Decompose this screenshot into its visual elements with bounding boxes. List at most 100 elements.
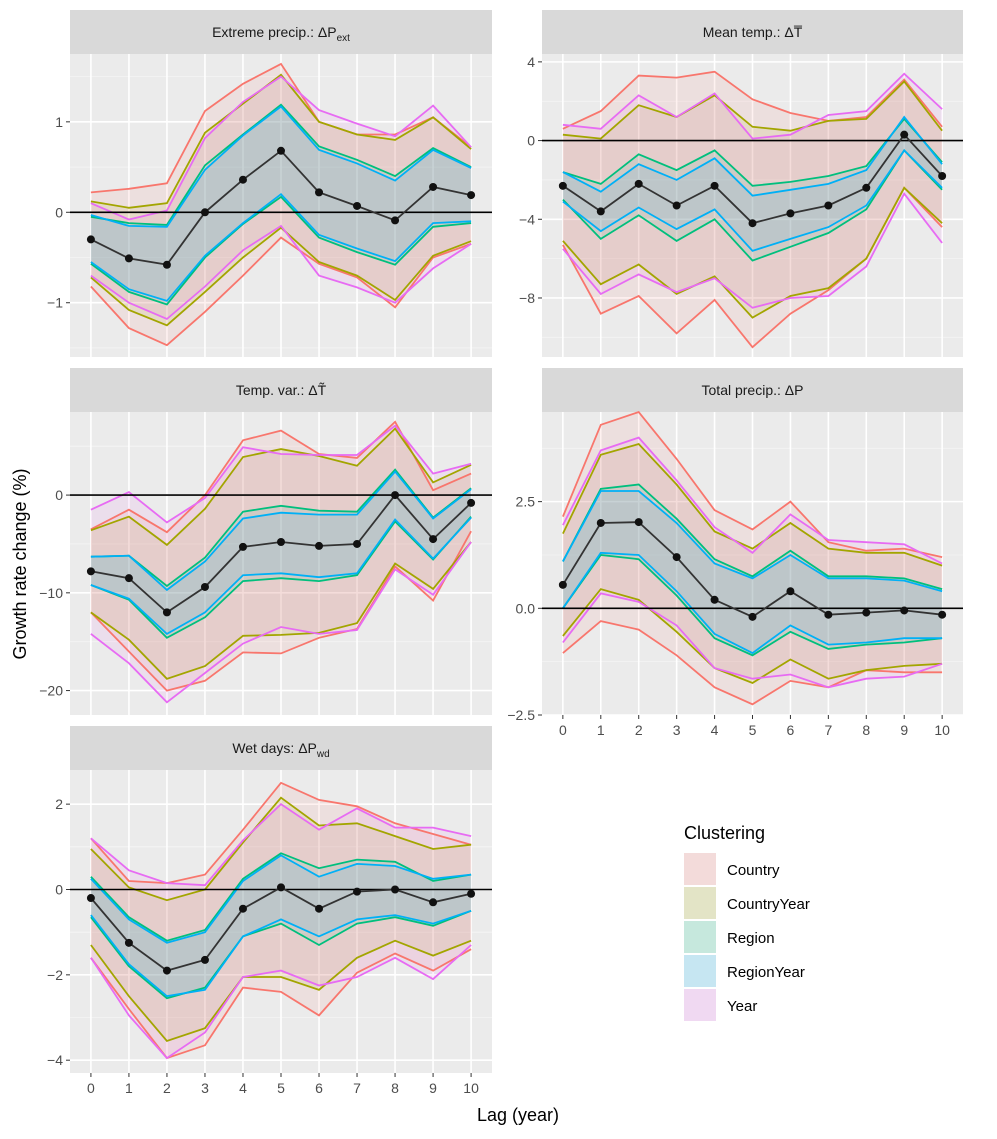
estimate-point — [938, 610, 947, 619]
band-lower-region — [562, 554, 943, 657]
band-lower-country — [90, 948, 472, 1060]
band-upper-region — [562, 483, 943, 590]
estimate-point — [200, 208, 209, 217]
legend-label-countryyear: CountryYear — [727, 896, 810, 913]
band-lower-regionyear — [562, 551, 943, 655]
panel-title: Extreme precip.: ΔPext — [212, 24, 350, 44]
estimate-point — [429, 182, 438, 191]
band-lower-year — [90, 944, 472, 1060]
panel-strip — [542, 10, 963, 54]
band-countryyear — [562, 444, 943, 683]
band-upper-region — [90, 468, 472, 588]
band-country — [562, 412, 943, 705]
legend-title: Clustering — [684, 823, 765, 843]
band-year — [562, 73, 943, 308]
x-tick-label: 3 — [673, 722, 681, 738]
y-axis-title: Growth rate change (%) — [10, 468, 30, 659]
x-tick-label: 4 — [711, 722, 719, 738]
band-region — [562, 118, 943, 261]
panel-mean-temp: Mean temp.: ΔT̅ −8 −4 0 4 — [519, 10, 963, 357]
band-lower-year — [562, 592, 943, 689]
band-upper-regionyear — [562, 490, 943, 593]
panel-wet-days: Wet days: ΔPwd −4 −2 0 2 0 1 2 3 4 5 6 7 8 9 10 — [47, 726, 492, 1096]
estimate-point — [596, 207, 605, 216]
band-regionyear — [562, 491, 943, 654]
estimate-point — [710, 181, 719, 190]
estimate-point — [672, 553, 681, 562]
band-lower-region — [90, 909, 472, 1000]
estimate-point — [162, 966, 171, 975]
estimate-point — [710, 595, 719, 604]
band-upper-year — [90, 75, 472, 221]
y-tick-label: −20 — [39, 683, 63, 699]
band-upper-region — [90, 852, 472, 942]
band-regionyear — [90, 106, 472, 301]
estimate-point — [900, 606, 909, 615]
estimate-point — [124, 938, 133, 947]
estimate-point — [86, 567, 95, 576]
band-region — [562, 484, 943, 656]
confidence-bands — [90, 62, 472, 347]
band-upper-year — [562, 72, 943, 140]
band-upper-regionyear — [90, 854, 472, 944]
band-upper-regionyear — [562, 115, 943, 197]
band-year — [90, 804, 472, 1059]
x-tick-label: 1 — [125, 1080, 133, 1096]
band-upper-country — [90, 62, 472, 194]
band-lower-regionyear — [562, 149, 943, 252]
y-tick-label: −8 — [519, 290, 535, 306]
x-tick-label: 10 — [463, 1080, 479, 1096]
estimate-point — [824, 610, 833, 619]
x-tick-label: 7 — [824, 722, 832, 738]
band-lower-region — [90, 516, 472, 639]
legend-label-country: Country — [727, 862, 780, 879]
estimate-point — [200, 582, 209, 591]
estimate-point — [86, 894, 95, 903]
y-tick-label: 0 — [55, 487, 63, 503]
x-tick-label: 0 — [87, 1080, 95, 1096]
band-lower-regionyear — [90, 909, 472, 998]
panel-title: Temp. var.: ΔT̃ — [236, 382, 327, 398]
band-lower-regionyear — [90, 192, 472, 302]
band-lower-countryyear — [562, 588, 943, 685]
band-upper-region — [562, 117, 943, 187]
estimate-point — [353, 201, 362, 210]
x-tick-label: 5 — [277, 1080, 285, 1096]
estimate-point — [467, 191, 476, 200]
x-tick-label: 2 — [163, 1080, 171, 1096]
legend-label-region: Region — [727, 930, 775, 947]
band-upper-regionyear — [90, 470, 472, 592]
x-tick-label: 9 — [429, 1080, 437, 1096]
y-tick-label: −4 — [47, 1052, 63, 1068]
estimate-point — [558, 580, 567, 589]
estimate-point — [200, 955, 209, 964]
legend-key-countryyear — [684, 887, 716, 919]
legend-label-regionyear: RegionYear — [727, 964, 805, 981]
band-upper-region — [90, 103, 472, 226]
band-lower-country — [562, 620, 943, 706]
estimate-point — [315, 541, 324, 550]
band-upper-countryyear — [90, 796, 472, 902]
band-upper-countryyear — [90, 427, 472, 547]
estimate-point — [315, 188, 324, 197]
band-upper-countryyear — [90, 73, 472, 209]
x-tick-label: 1 — [597, 722, 605, 738]
x-tick-label: 3 — [201, 1080, 209, 1096]
band-lower-region — [562, 148, 943, 262]
legend-label-year: Year — [727, 998, 757, 1015]
y-tick-label: −4 — [519, 211, 535, 227]
x-tick-label: 8 — [391, 1080, 399, 1096]
x-tick-label: 6 — [787, 722, 795, 738]
band-upper-country — [562, 410, 943, 558]
estimate-point — [353, 539, 362, 548]
band-upper-country — [90, 420, 472, 534]
estimate-point — [634, 518, 643, 527]
y-tick-label: 0.0 — [516, 600, 536, 616]
band-upper-year — [90, 802, 472, 887]
x-tick-label: 0 — [559, 722, 567, 738]
y-tick-label: 0 — [55, 204, 63, 220]
panel-total-precip: Total precip.: ΔP −2.5 0.0 2.5 0 1 2 3 4 5 6 7 8 9 10 — [507, 368, 963, 738]
estimate-point — [429, 535, 438, 544]
estimate-point — [634, 179, 643, 188]
estimate-point — [162, 260, 171, 269]
